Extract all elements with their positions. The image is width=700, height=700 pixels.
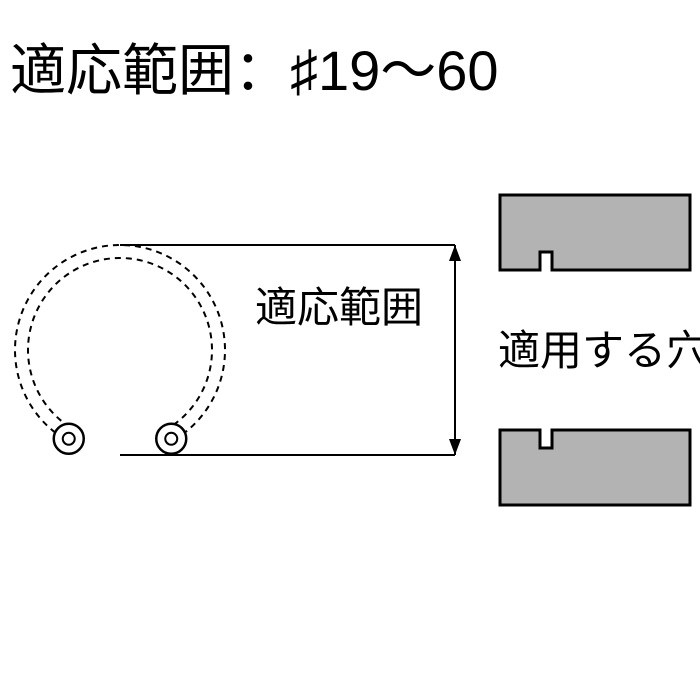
block-top — [500, 195, 690, 270]
dim-arrow-bot — [449, 439, 461, 455]
dim-label: 適応範囲 — [255, 284, 423, 331]
ring-ear-0 — [54, 424, 84, 454]
ring-ear-1 — [156, 424, 186, 454]
block-bottom — [500, 430, 690, 505]
title-text: 適応範囲：♯19～60 — [10, 39, 499, 102]
block-label: 適用する穴 — [498, 327, 700, 374]
ring-outer — [15, 245, 225, 444]
ring-inner — [28, 258, 212, 433]
dim-arrow-top — [449, 245, 461, 261]
